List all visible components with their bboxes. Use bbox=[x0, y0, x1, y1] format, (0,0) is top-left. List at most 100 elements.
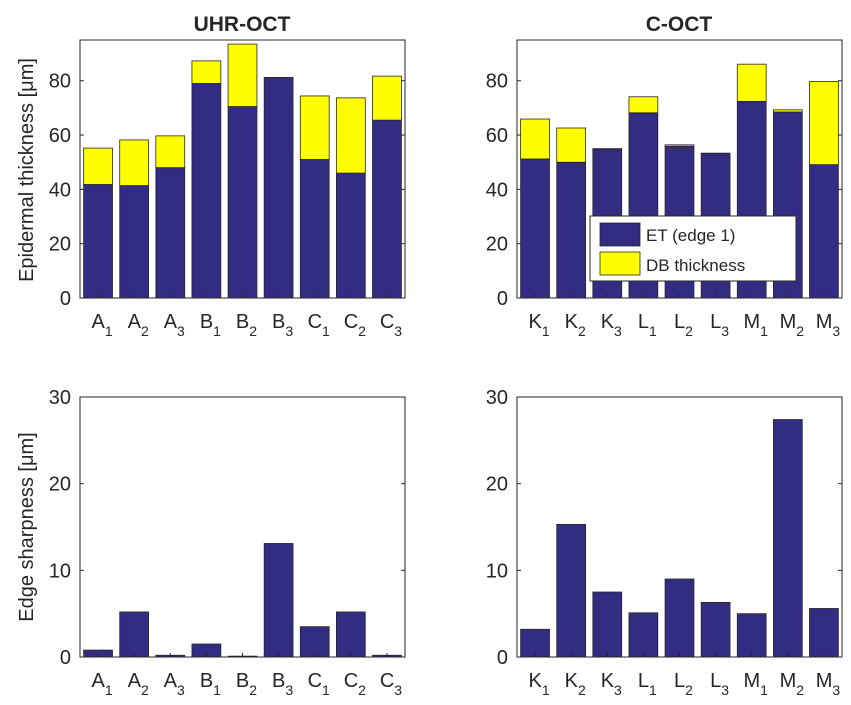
bar-db-thickness-b2 bbox=[227, 43, 258, 107]
y-tick-label: 40 bbox=[486, 179, 508, 201]
legend: ET (edge 1) DB thickness bbox=[589, 215, 797, 282]
y-tick-label: 20 bbox=[486, 234, 508, 256]
y-tick-label: 0 bbox=[60, 647, 71, 669]
y-tick-label: 80 bbox=[486, 71, 508, 93]
x-tick-label: K1 bbox=[528, 311, 549, 339]
y-tick-label: 10 bbox=[49, 560, 71, 582]
y-tick-label: 20 bbox=[486, 474, 508, 496]
y-tick-label: 0 bbox=[497, 647, 508, 669]
x-tick-label: C2 bbox=[344, 311, 366, 339]
bar-db-thickness-k3 bbox=[592, 148, 623, 150]
x-tick-label: A1 bbox=[91, 670, 112, 698]
y-tick-label: 30 bbox=[49, 387, 71, 409]
x-tick-label: C3 bbox=[380, 311, 402, 339]
x-tick-label: B3 bbox=[272, 670, 293, 698]
bar-db-thickness-a3 bbox=[155, 135, 186, 169]
bar-et-edge-1-c1 bbox=[299, 159, 330, 299]
y-tick-label: 30 bbox=[486, 387, 508, 409]
x-tick-label: M3 bbox=[816, 670, 841, 698]
x-tick-label: M1 bbox=[743, 311, 768, 339]
y-tick-label: 60 bbox=[49, 125, 71, 147]
bar-et-edge-1-b3 bbox=[263, 77, 294, 299]
bar-value-c1 bbox=[299, 626, 330, 658]
x-tick-label: B2 bbox=[236, 670, 257, 698]
bar-value-m2 bbox=[772, 419, 803, 658]
bar-value-c2 bbox=[335, 611, 366, 658]
x-tick-label: C2 bbox=[344, 670, 366, 698]
bar-et-edge-1-m3 bbox=[809, 164, 839, 299]
y-tick-label: 80 bbox=[49, 71, 71, 93]
panel-coct-sharpness: 0 10 20 30 K1 K2 K3 L1 L2 L3 M1 M2 M3 bbox=[486, 387, 843, 698]
bar-db-thickness-m3 bbox=[809, 81, 839, 166]
bar-db-thickness-c1 bbox=[299, 95, 330, 160]
x-tick-label: M1 bbox=[743, 670, 768, 698]
panel-uhr-oct-thickness: 0 20 40 60 80 A1 A2 A3 B1 B2 B3 C1 C2 C3 bbox=[49, 39, 406, 339]
bar-et-edge-1-k2 bbox=[556, 161, 587, 299]
x-tick-label: K3 bbox=[601, 311, 622, 339]
bar-db-thickness-b1 bbox=[191, 60, 222, 84]
legend-label-et: ET (edge 1) bbox=[646, 226, 735, 245]
y-tick-label: 20 bbox=[49, 234, 71, 256]
top-y-axis-label: Epidermal thickness [μm] bbox=[16, 58, 38, 282]
bar-et-edge-1-a2 bbox=[119, 185, 150, 299]
x-tick-label: M2 bbox=[780, 311, 805, 339]
x-tick-label: A3 bbox=[164, 670, 185, 698]
x-tick-label: L2 bbox=[674, 670, 693, 698]
bar-value-a2 bbox=[119, 611, 150, 658]
y-tick-label: 60 bbox=[486, 125, 508, 147]
legend-swatch-et bbox=[599, 222, 641, 247]
x-tick-label: M3 bbox=[816, 311, 841, 339]
bar-value-m1 bbox=[736, 613, 767, 658]
x-tick-label: L1 bbox=[638, 670, 657, 698]
bar-et-edge-1-k1 bbox=[520, 158, 550, 299]
x-tick-label: L1 bbox=[638, 311, 657, 339]
x-tick-label: C1 bbox=[308, 670, 330, 698]
bar-value-k3 bbox=[592, 591, 623, 658]
bar-value-l3 bbox=[700, 602, 731, 658]
bar-value-k1 bbox=[520, 628, 550, 658]
bar-et-edge-1-c2 bbox=[335, 172, 366, 299]
x-tick-label: B3 bbox=[272, 311, 293, 339]
y-tick-label: 0 bbox=[60, 288, 71, 310]
uhr-oct-title: UHR-OCT bbox=[194, 13, 291, 36]
x-tick-label: K2 bbox=[565, 670, 586, 698]
bar-et-edge-1-a1 bbox=[83, 184, 113, 299]
x-tick-label: A3 bbox=[164, 311, 185, 339]
x-tick-label: L3 bbox=[710, 311, 729, 339]
bar-db-thickness-c2 bbox=[335, 97, 366, 174]
x-tick-label: K3 bbox=[601, 670, 622, 698]
x-tick-label: B2 bbox=[236, 311, 257, 339]
x-tick-label: A2 bbox=[128, 311, 149, 339]
y-tick-label: 20 bbox=[49, 474, 71, 496]
x-tick-label: B1 bbox=[200, 311, 221, 339]
bar-et-edge-1-b1 bbox=[191, 83, 222, 299]
bottom-y-axis-label: Edge sharpness [μm] bbox=[16, 432, 38, 621]
legend-swatch-db bbox=[599, 251, 641, 276]
bar-value-m3 bbox=[809, 608, 839, 658]
bars bbox=[83, 43, 402, 299]
x-tick-label: C3 bbox=[380, 670, 402, 698]
bar-value-b3 bbox=[263, 543, 294, 658]
bar-db-thickness-a2 bbox=[119, 139, 150, 186]
panel-uhr-oct-sharpness: 0 10 20 30 A1 A2 A3 B1 B2 B3 C1 C2 C3 bbox=[49, 387, 406, 698]
bars bbox=[520, 419, 839, 658]
x-tick-label: L3 bbox=[710, 670, 729, 698]
x-tick-label: L2 bbox=[674, 311, 693, 339]
bar-et-edge-1-b2 bbox=[227, 106, 258, 299]
bar-value-l1 bbox=[628, 612, 659, 658]
panel-coct-thickness: 0 20 40 60 80 K1 K2 K3 L1 L2 L3 M1 M2 M3 bbox=[486, 39, 843, 339]
bar-db-thickness-m1 bbox=[736, 63, 767, 102]
x-tick-label: M2 bbox=[780, 670, 805, 698]
bar-db-thickness-l1 bbox=[628, 96, 659, 114]
bar-db-thickness-k2 bbox=[556, 127, 587, 163]
y-tick-label: 40 bbox=[49, 179, 71, 201]
bar-db-thickness-m2 bbox=[772, 109, 803, 113]
x-tick-label: K1 bbox=[528, 670, 549, 698]
bar-db-thickness-a1 bbox=[83, 147, 113, 185]
x-tick-label: K2 bbox=[565, 311, 586, 339]
x-tick-label: C1 bbox=[308, 311, 330, 339]
x-tick-label: A1 bbox=[91, 311, 112, 339]
bar-value-l2 bbox=[664, 578, 695, 658]
x-tick-label: B1 bbox=[200, 670, 221, 698]
